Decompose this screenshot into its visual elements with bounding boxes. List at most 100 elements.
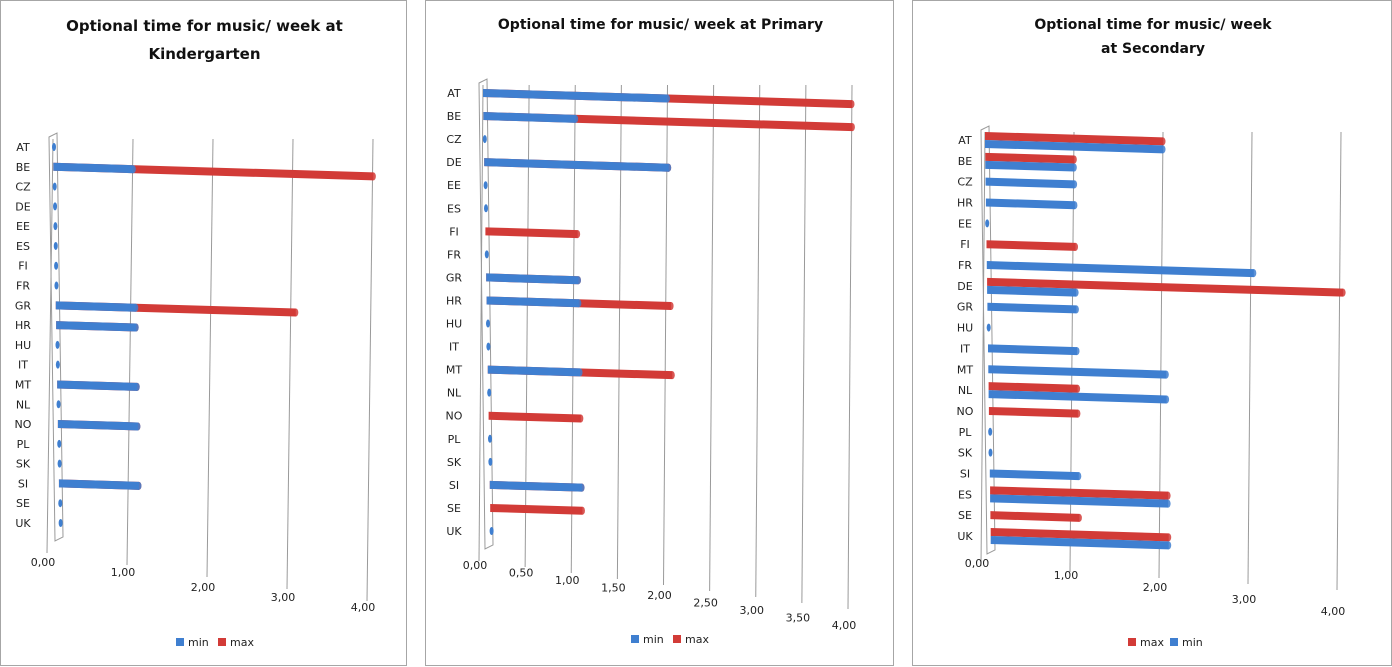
category-label: UK <box>446 525 462 538</box>
x-tick-label: 4,00 <box>351 601 376 614</box>
bar-min <box>486 273 581 285</box>
legend-item-min: min <box>176 636 209 649</box>
legend-item-max: max <box>1128 636 1164 649</box>
bar-zero-min <box>55 360 60 369</box>
category-label: IT <box>18 359 28 372</box>
bar-max <box>988 406 1081 418</box>
bar-min <box>55 301 139 312</box>
bar-min <box>486 296 582 308</box>
bar-zero-min <box>986 323 991 332</box>
gridline <box>709 84 715 592</box>
legend-label: min <box>1182 636 1203 649</box>
x-tick-label: 4,00 <box>832 619 857 632</box>
x-tick-label: 2,00 <box>647 589 672 602</box>
gridline <box>126 138 134 566</box>
bar-max <box>990 486 1171 500</box>
bar-min <box>987 285 1079 297</box>
category-label: CZ <box>957 176 973 189</box>
category-label: HR <box>957 197 973 210</box>
category-label: SI <box>960 467 970 480</box>
x-tick-label: 3,00 <box>740 604 765 617</box>
legend-item-max: max <box>673 633 709 646</box>
bar-zero-min <box>55 340 60 349</box>
legend-swatch <box>176 638 184 646</box>
bar-zero-min <box>57 459 62 468</box>
bar-min <box>57 420 141 431</box>
category-label: GR <box>957 301 974 314</box>
category-label: UK <box>957 530 973 543</box>
gridline <box>570 84 576 574</box>
bar-zero-min <box>488 457 493 466</box>
category-label: GR <box>446 271 463 284</box>
x-tick-label: 1,00 <box>555 574 580 587</box>
category-label: NO <box>957 405 974 418</box>
bar-min <box>483 89 670 103</box>
category-label: FR <box>16 280 30 293</box>
bar-max <box>488 411 584 423</box>
category-label: AT <box>447 87 461 100</box>
category-label: BE <box>447 110 462 123</box>
bar-min <box>986 261 1257 278</box>
gridline <box>616 84 622 580</box>
bar-min <box>987 302 1079 314</box>
category-label: AT <box>958 134 972 147</box>
x-tick-label: 0,00 <box>965 557 990 570</box>
bar-min <box>988 390 1170 404</box>
bar-min <box>56 321 139 332</box>
bar-zero-min <box>486 319 490 328</box>
category-label: NO <box>446 410 463 423</box>
bar-min <box>487 365 583 377</box>
category-label: EE <box>447 179 461 192</box>
bar-min <box>484 158 672 172</box>
bar-min <box>985 177 1078 189</box>
axis-wall <box>48 132 64 542</box>
x-tick-label: 3,00 <box>271 591 296 604</box>
bar-min <box>985 198 1078 210</box>
bar-zero-min <box>487 388 492 397</box>
category-label: DE <box>15 200 30 213</box>
category-label: MT <box>957 363 973 376</box>
category-label: SK <box>16 458 31 471</box>
x-tick-label: 1,00 <box>1054 569 1079 582</box>
chart-title: Kindergarten <box>148 45 260 63</box>
bar-zero-min <box>58 499 63 508</box>
x-tick-label: 3,00 <box>1232 593 1257 606</box>
bar-zero-min <box>486 342 491 351</box>
bar-min <box>989 469 1082 481</box>
category-label: NO <box>15 418 32 431</box>
category-label: MT <box>15 378 31 391</box>
bar-min <box>483 112 579 123</box>
category-label: SE <box>16 497 30 510</box>
legend-swatch <box>631 635 639 643</box>
bar-zero-min <box>52 182 57 191</box>
category-label: FI <box>449 225 459 238</box>
category-label: SK <box>958 447 973 460</box>
category-label: DE <box>446 156 461 169</box>
legend-item-min: min <box>1170 636 1203 649</box>
gridline <box>206 138 214 578</box>
bar-min <box>988 344 1080 356</box>
chart-title: Optional time for music/ week at Primary <box>498 17 823 33</box>
bar-zero-min <box>56 400 61 409</box>
bar-max <box>985 152 1077 164</box>
gridline <box>1247 131 1253 585</box>
legend-label: min <box>643 633 664 646</box>
bar-zero-min <box>53 241 58 250</box>
legend-label: min <box>188 636 209 649</box>
category-label: MT <box>446 364 462 377</box>
chart-svg-secondary: Optional time for music/ week at Secondar… <box>957 17 1346 649</box>
bar-zero-min <box>58 519 63 527</box>
category-label: HR <box>15 319 31 332</box>
category-label: FR <box>958 259 972 272</box>
category-label: PL <box>959 426 973 439</box>
chart-panel-primary: Optional time for music/ week at Primary… <box>425 0 894 666</box>
category-label: IT <box>960 342 970 355</box>
legend-label: max <box>685 633 709 646</box>
category-label: DE <box>957 280 972 293</box>
bar-zero-min <box>488 434 492 443</box>
x-tick-label: 2,00 <box>191 581 216 594</box>
bar-min <box>58 479 142 490</box>
axis-wall <box>980 125 996 555</box>
gridline <box>1158 131 1164 579</box>
category-label: BE <box>958 155 973 168</box>
